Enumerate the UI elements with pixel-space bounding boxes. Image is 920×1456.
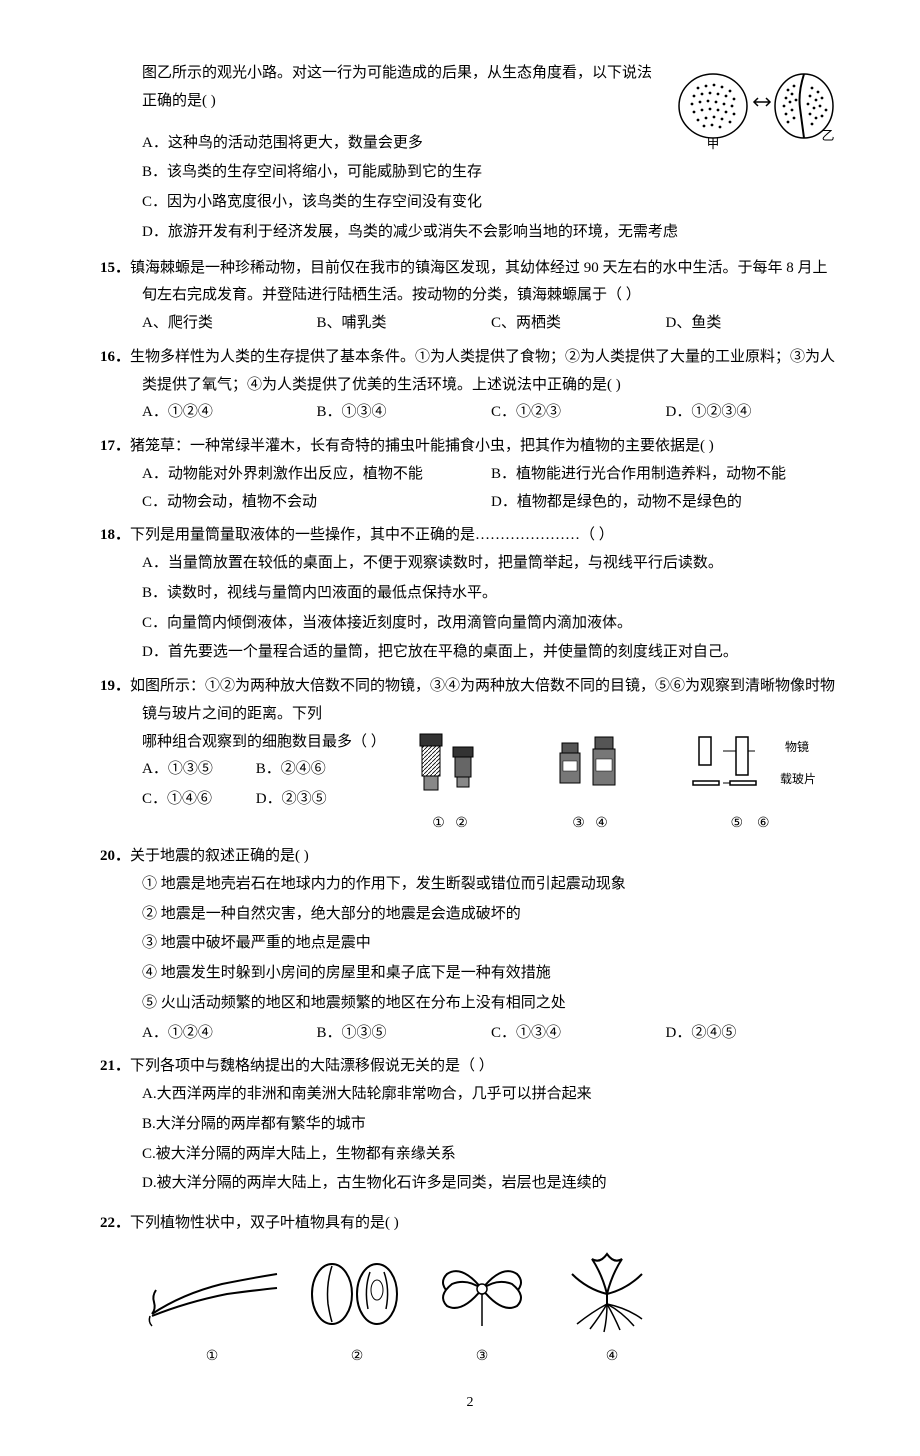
q22-stem: 22．下列植物性状中，双子叶植物具有的是( ): [100, 1210, 840, 1238]
q20-stem: 20．关于地震的叙述正确的是( ): [100, 843, 840, 871]
q20-number: 20．: [100, 848, 130, 864]
q18-option-a: A．当量筒放置在较低的桌面上，不便于观察读数时，把量筒举起，与视线平行后读数。: [100, 550, 840, 578]
q18-option-c: C．向量筒内倾倒液体，当液体接近刻度时，改用滴管向量筒内滴加液体。: [100, 610, 840, 638]
question-20: 20．关于地震的叙述正确的是( ) ① 地震是地壳岩石在地球内力的作用下，发生断…: [100, 843, 840, 1047]
q20-statement-5: ⑤ 火山活动频繁的地区和地震频繁的地区在分布上没有相同之处: [100, 990, 840, 1018]
q16-stem: 16．生物多样性为人类的生存提供了基本条件。①为人类提供了食物；②为人类提供了大…: [100, 344, 840, 400]
q22-figure: ① ② ③: [142, 1244, 840, 1370]
q16-number: 16．: [100, 349, 130, 365]
q20-statement-3: ③ 地震中破坏最严重的地点是震中: [100, 930, 840, 958]
q16-option-a: A．①②④: [142, 399, 317, 427]
question-14: 甲 乙 图乙所示的观光小路。对这一行: [100, 60, 840, 249]
q17-options-row1: A．动物能对外界刺激作出反应，植物不能 B．植物能进行光合作用制造养料，动物不能: [100, 461, 840, 489]
q18-stem: 18．下列是用量筒量取液体的一些操作，其中不正确的是（ ）: [100, 522, 840, 550]
q20-option-a: A．①②④: [142, 1020, 317, 1048]
q21-stem: 21．下列各项中与魏格纳提出的大陆漂移假说无关的是（ ）: [100, 1053, 840, 1081]
q19-option-c: C．①④⑥: [142, 786, 252, 814]
q20-statement-4: ④ 地震发生时躲到小房间的房屋里和桌子底下是一种有效措施: [100, 960, 840, 988]
svg-text:甲: 甲: [706, 136, 719, 150]
q20-option-b: B．①③⑤: [317, 1020, 492, 1048]
q15-options: A、爬行类 B、哺乳类 C、两栖类 D、鱼类: [100, 310, 840, 338]
q20-option-c: C．①③④: [491, 1020, 666, 1048]
q19-options-row2: C．①④⑥ D．②③⑤: [142, 786, 380, 814]
q17-options-row2: C．动物会动，植物不会动 D．植物都是绿色的，动物不是绿色的: [100, 489, 840, 517]
q19-figure: ① ② ③: [380, 729, 840, 838]
q15-option-d: D、鱼类: [666, 310, 841, 338]
q21-option-c: C.被大洋分隔的两岸大陆上，生物都有亲缘关系: [100, 1141, 840, 1169]
q14-figure: 甲 乙: [670, 60, 840, 161]
q20-options: A．①②④ B．①③⑤ C．①③④ D．②④⑤: [100, 1020, 840, 1048]
q21-option-b: B.大洋分隔的两岸都有繁华的城市: [100, 1111, 840, 1139]
page-number: 2: [100, 1390, 840, 1416]
q19-stem-line2: 哪种组合观察到的细胞数目最多（ ）: [100, 729, 380, 757]
q19-options-row1: A．①③⑤ B．②④⑥: [142, 756, 380, 784]
q18-number: 18．: [100, 527, 130, 543]
q14-option-c: C．因为小路宽度很小，该鸟类的生存空间没有变化: [100, 189, 840, 217]
svg-text:物镜: 物镜: [785, 739, 809, 754]
question-19: 19．如图所示：①②为两种放大倍数不同的物镜，③④为两种放大倍数不同的目镜，⑤⑥…: [100, 673, 840, 837]
q18-option-d: D．首先要选一个量程合适的量筒，把它放在平稳的桌面上，并使量筒的刻度线正对自己。: [100, 639, 840, 667]
question-22: 22．下列植物性状中，双子叶植物具有的是( ) ① ②: [100, 1210, 840, 1370]
q19-option-a: A．①③⑤: [142, 756, 252, 784]
q14-option-b: B．该鸟类的生存空间将缩小，可能威胁到它的生存: [100, 159, 840, 187]
q19-stem: 19．如图所示：①②为两种放大倍数不同的物镜，③④为两种放大倍数不同的目镜，⑤⑥…: [100, 673, 840, 729]
question-16: 16．生物多样性为人类的生存提供了基本条件。①为人类提供了食物；②为人类提供了大…: [100, 344, 840, 427]
q17-option-c: C．动物会动，植物不会动: [142, 489, 491, 517]
q21-option-a: A.大西洋两岸的非洲和南美洲大陆轮廓非常吻合，几乎可以拼合起来: [100, 1081, 840, 1109]
svg-text:载玻片: 载玻片: [780, 772, 815, 786]
q19-number: 19．: [100, 678, 130, 694]
q19-option-d: D．②③⑤: [256, 791, 327, 807]
q21-option-d: D.被大洋分隔的两岸大陆上，古生物化石许多是同类，岩层也是连续的: [100, 1170, 840, 1198]
q20-option-d: D．②④⑤: [666, 1020, 841, 1048]
q17-option-d: D．植物都是绿色的，动物不是绿色的: [491, 489, 840, 517]
q17-number: 17．: [100, 438, 130, 454]
question-18: 18．下列是用量筒量取液体的一些操作，其中不正确的是（ ） A．当量筒放置在较低…: [100, 522, 840, 667]
q14-option-d: D．旅游开发有利于经济发展，鸟类的减少或消失不会影响当地的环境，无需考虑: [100, 219, 840, 247]
question-15: 15．镇海棘螈是一种珍稀动物，目前仅在我市的镇海区发现，其幼体经过 90 天左右…: [100, 255, 840, 338]
q15-option-b: B、哺乳类: [317, 310, 492, 338]
question-17: 17．猪笼草：一种常绿半灌木，长有奇特的捕虫叶能捕食小虫，把其作为植物的主要依据…: [100, 433, 840, 516]
q19-option-b: B．②④⑥: [256, 761, 326, 777]
q15-option-a: A、爬行类: [142, 310, 317, 338]
dotted-leader: [475, 527, 580, 543]
q21-number: 21．: [100, 1058, 130, 1074]
q16-option-d: D．①②③④: [666, 399, 841, 427]
q15-number: 15．: [100, 260, 130, 276]
q22-number: 22．: [100, 1215, 130, 1231]
q20-statement-2: ② 地震是一种自然灾害，绝大部分的地震是会造成破坏的: [100, 901, 840, 929]
svg-text:乙: 乙: [821, 128, 834, 143]
q17-stem: 17．猪笼草：一种常绿半灌木，长有奇特的捕虫叶能捕食小虫，把其作为植物的主要依据…: [100, 433, 840, 461]
q16-option-c: C．①②③: [491, 399, 666, 427]
question-21: 21．下列各项中与魏格纳提出的大陆漂移假说无关的是（ ） A.大西洋两岸的非洲和…: [100, 1053, 840, 1198]
q16-options: A．①②④ B．①③④ C．①②③ D．①②③④: [100, 399, 840, 427]
q18-option-b: B．读数时，视线与量筒内凹液面的最低点保持水平。: [100, 580, 840, 608]
q17-option-a: A．动物能对外界刺激作出反应，植物不能: [142, 461, 491, 489]
q15-stem: 15．镇海棘螈是一种珍稀动物，目前仅在我市的镇海区发现，其幼体经过 90 天左右…: [100, 255, 840, 311]
q20-statement-1: ① 地震是地壳岩石在地球内力的作用下，发生断裂或错位而引起震动现象: [100, 871, 840, 899]
q15-option-c: C、两栖类: [491, 310, 666, 338]
q17-option-b: B．植物能进行光合作用制造养料，动物不能: [491, 461, 840, 489]
q16-option-b: B．①③④: [317, 399, 492, 427]
